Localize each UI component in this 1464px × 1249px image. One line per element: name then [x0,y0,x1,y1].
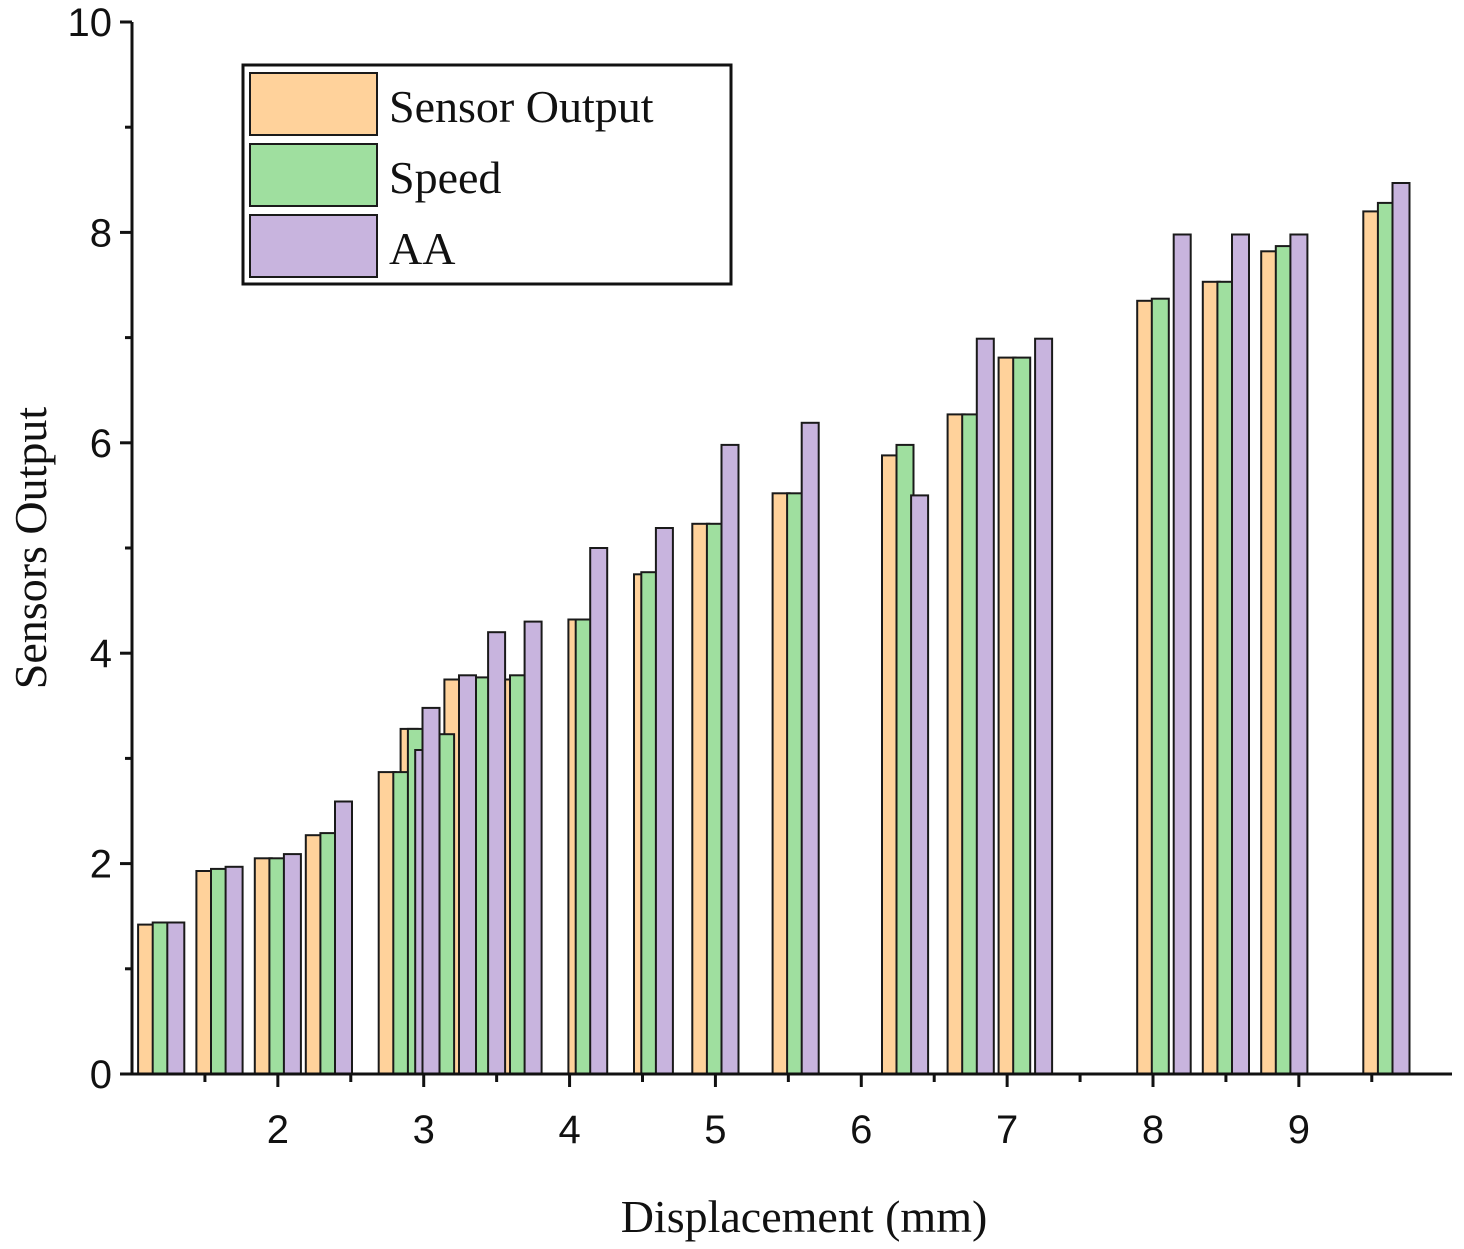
bar-aa-6 [458,674,477,1075]
bar-aa-5 [421,706,441,1076]
bar-aa-12 [800,421,820,1075]
bar-aa-19 [1391,182,1411,1075]
bar-aa-14 [975,337,995,1075]
bar-speed-16 [1150,297,1170,1075]
bars-layer [137,182,1411,1076]
legend-label-speed: Speed [389,152,501,203]
bar-aa-18 [1289,233,1309,1075]
y-tick-label: 8 [90,211,112,255]
legend-swatch-speed [249,143,378,207]
bar-aa-13 [910,494,930,1075]
bar-aa-1 [224,865,244,1075]
legend-label-sensor-output: Sensor Output [389,81,654,132]
x-tick-label: 4 [558,1108,580,1152]
x-tick-label: 7 [996,1108,1018,1152]
bar-speed-15 [1012,356,1032,1076]
bar-aa-3 [334,800,353,1075]
bar-aa-10 [654,527,674,1075]
y-tick-label: 4 [90,632,112,676]
bar-aa-16 [1172,233,1192,1075]
x-tick-label: 3 [413,1108,435,1152]
x-tick-label: 5 [704,1108,726,1152]
bar-aa-15 [1034,337,1054,1075]
x-tick-label: 2 [267,1108,289,1152]
bar-aa-2 [282,853,302,1075]
legend: Sensor Output Speed AA [241,63,733,286]
legend-swatch-aa [249,214,378,278]
bar-aa-9 [589,547,609,1075]
x-axis-title: Displacement (mm) [621,1191,988,1242]
bar-aa-8 [523,620,543,1075]
y-axis-title: Sensors Output [5,407,56,690]
bar-aa-11 [720,443,740,1075]
bar-aa-17 [1231,233,1250,1075]
y-tick-label: 2 [90,843,112,887]
legend-label-aa: AA [389,223,455,274]
x-axis-ticks: 2 3 4 5 6 7 8 9 [203,1074,1374,1152]
bar-aa-7 [487,631,507,1075]
x-tick-label: 8 [1142,1108,1164,1152]
y-axis-ticks: 0 2 4 6 8 10 [68,1,132,1097]
bar-aa-0 [166,921,186,1075]
legend-swatch-sensor-output [249,72,378,136]
y-tick-label: 6 [90,422,112,466]
y-tick-label: 10 [68,1,113,45]
x-tick-label: 9 [1288,1108,1310,1152]
x-tick-label: 6 [850,1108,872,1152]
y-tick-label: 0 [90,1053,112,1097]
